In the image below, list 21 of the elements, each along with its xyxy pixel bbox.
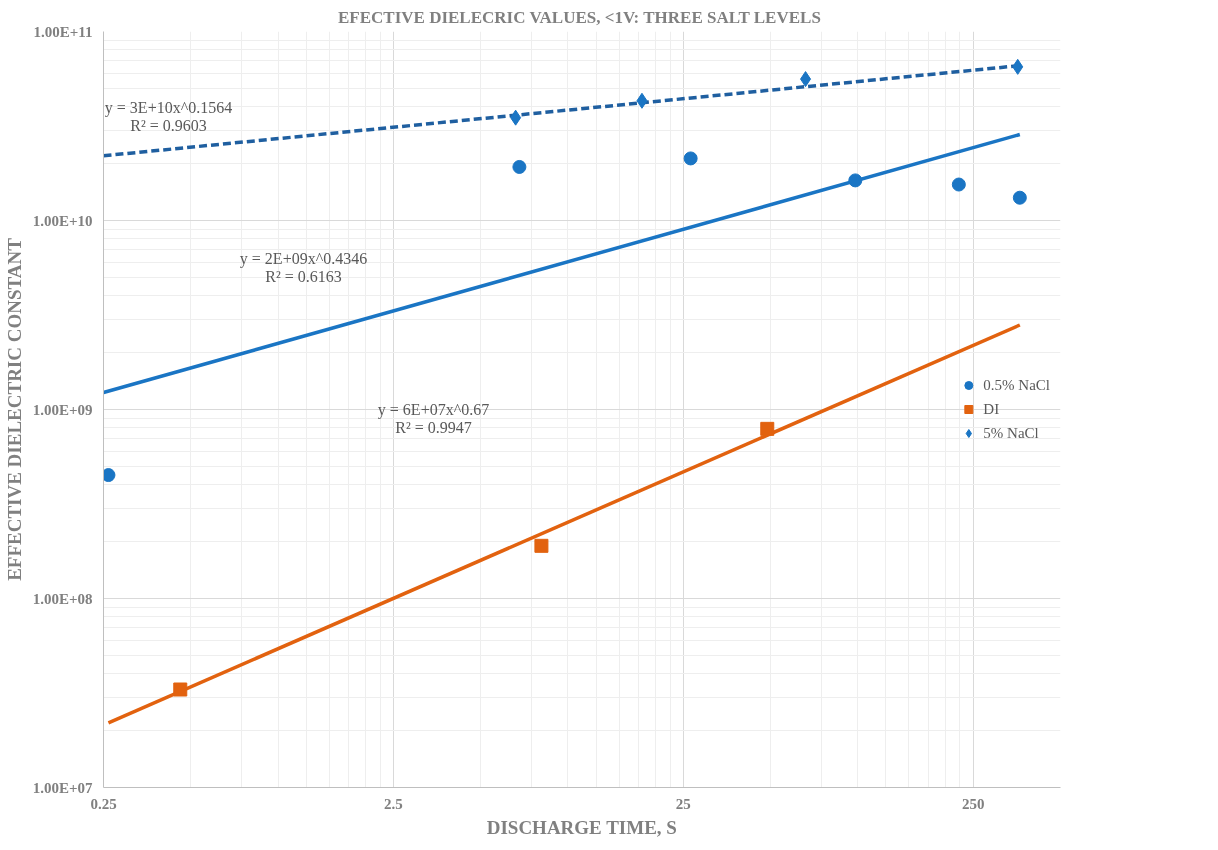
x-tick-label: 2.5 xyxy=(384,795,403,812)
legend-label: 5% NaCl xyxy=(983,424,1039,442)
chart-title: EFECTIVE DIELECRIC VALUES, <1V: THREE SALT LEVELS xyxy=(337,7,821,27)
y-tick-label: 1.00E+09 xyxy=(32,401,93,418)
x-tick-label: 0.25 xyxy=(90,795,117,812)
y-tick-label: 1.00E+07 xyxy=(32,779,93,796)
x-axis-title: DISCHARGE TIME, S xyxy=(486,816,677,838)
legend-label: DI xyxy=(983,400,1001,418)
annotation: y = 6E+07x^0.67 xyxy=(377,401,490,419)
y-tick-label: 1.00E+08 xyxy=(32,590,93,607)
y-axis-title: EFFECTIVE DIELECTRIC CONSTANT xyxy=(3,237,25,581)
annotation: y = 2E+09x^0.4346 xyxy=(239,249,368,268)
y-tick-label: 1.00E+10 xyxy=(32,212,93,229)
x-tick-label: 25 xyxy=(675,795,691,812)
x-tick-label: 250 xyxy=(961,795,985,812)
annotation: y = 3E+10x^0.1564 xyxy=(104,98,233,117)
annotation: R² = 0.9947 xyxy=(395,419,472,436)
annotation: R² = 0.9603 xyxy=(130,116,207,134)
legend-label: 0.5% NaCl xyxy=(983,376,1050,394)
annotation: R² = 0.6163 xyxy=(265,267,342,285)
y-tick-label: 1.00E+11 xyxy=(33,23,93,40)
